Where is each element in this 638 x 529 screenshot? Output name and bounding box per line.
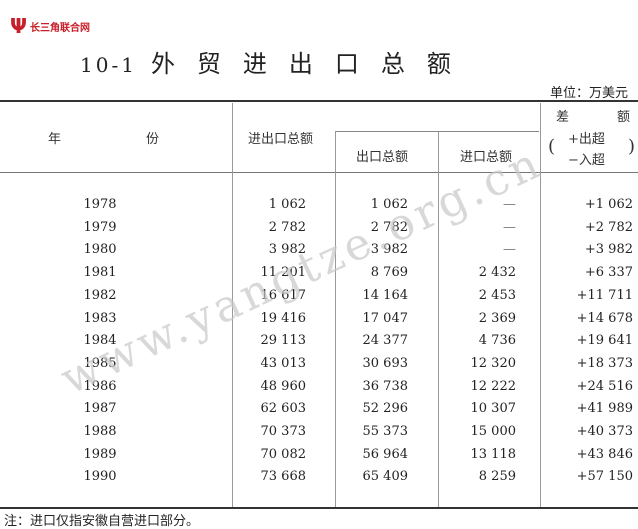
table-title-text: 外贸进出口总额 [150,50,473,78]
cell-total: 1 062 [268,197,306,212]
cell-year: 1982 [83,287,117,303]
site-logo: Ψ 长三角联合网 [10,16,90,36]
cell-year: 1989 [83,446,117,462]
cell-total: 19 416 [260,310,307,326]
cell-import: 12 320 [470,355,517,371]
cell-year: 1985 [83,355,117,371]
cell-total: 2 782 [268,219,306,235]
cell-import: 12 222 [470,378,517,394]
cell-total: 11 201 [260,265,307,281]
cell-year: 1981 [83,265,117,281]
cell-year: 1983 [83,310,117,326]
col-divider [438,132,439,507]
header-balance-minus: −入超 [568,153,605,168]
cell-balance: +19 641 [576,333,633,349]
table-title: 10-1 外贸进出口总额 [80,44,473,79]
cell-year: 1987 [83,401,117,417]
header-balance-2: 额 [617,110,631,125]
header-rule [0,172,638,173]
cell-balance: +2 782 [584,219,633,235]
cell-total: 16 617 [260,287,307,303]
cell-total: 73 668 [260,469,307,485]
cell-balance: +6 337 [584,265,633,281]
bottom-rule [0,507,638,509]
cell-year: 1978 [83,197,117,212]
cell-export: 55 373 [362,424,409,439]
cell-year: 1984 [83,333,117,349]
cell-export: 52 296 [362,401,409,417]
header-balance-1: 差 [556,110,570,125]
cell-import: — [503,197,516,212]
cell-year: 1980 [83,242,117,258]
cell-balance: +40 373 [576,424,633,439]
header-export: 出口总额 [356,150,409,165]
cell-export: 1 062 [370,197,408,212]
cell-export: 36 738 [362,378,409,394]
header-year-2: 份 [146,132,160,147]
cell-balance: +3 982 [584,242,633,258]
top-rule [0,100,638,102]
cell-total: 62 603 [260,401,307,417]
cell-export: 3 982 [370,242,408,258]
logo-mark: Ψ [10,14,27,38]
cell-import: 10 307 [470,401,517,417]
cell-balance: +41 989 [576,401,633,417]
cell-balance: +24 516 [576,378,633,394]
col-divider [335,131,336,507]
unit-label: 单位：万美元 [549,86,628,101]
cell-total: 29 113 [260,333,307,349]
cell-total: 3 982 [268,242,306,258]
cell-balance: +43 846 [576,446,633,462]
header-year-1: 年 [48,132,62,147]
paren-left: ( [548,136,556,157]
cell-balance: +1 062 [584,197,633,212]
cell-balance: +11 711 [576,287,633,303]
cell-year: 1990 [83,469,117,485]
cell-total: 70 082 [260,446,307,462]
cell-export: 14 164 [362,287,409,303]
subheader-rule [336,131,539,132]
header-balance-plus: +出超 [568,132,605,147]
table-number: 10-1 [80,53,137,77]
cell-total: 70 373 [260,424,307,439]
cell-export: 30 693 [362,355,409,371]
cell-balance: +14 678 [576,310,633,326]
paren-right: ) [628,136,636,157]
cell-year: 1988 [83,424,117,439]
cell-import: 2 453 [478,287,516,303]
cell-balance: +57 150 [576,469,633,485]
cell-import: — [503,219,516,235]
cell-import: 2 369 [478,310,516,326]
cell-import: 8 259 [478,469,516,485]
logo-name: 长三角联合网 [30,22,90,34]
cell-export: 8 769 [370,265,408,281]
cell-import: 2 432 [478,265,516,281]
footnote: 注：进口仅指安徽自营进口部分。 [4,514,200,529]
cell-total: 43 013 [260,355,307,371]
cell-export: 2 782 [370,219,408,235]
cell-import: 15 000 [470,424,517,439]
cell-export: 24 377 [362,333,409,349]
cell-import: 13 118 [470,446,517,462]
header-import: 进口总额 [460,150,513,165]
cell-year: 1986 [83,378,117,394]
header-total: 进出口总额 [248,132,314,147]
cell-import: 4 736 [478,333,516,349]
cell-export: 65 409 [362,469,409,485]
cell-year: 1979 [83,219,117,235]
col-divider [540,103,541,507]
cell-export: 17 047 [362,310,409,326]
cell-import: — [503,242,516,258]
cell-balance: +18 373 [576,355,633,371]
col-divider [232,103,233,507]
cell-total: 48 960 [260,378,307,394]
cell-export: 56 964 [362,446,409,462]
